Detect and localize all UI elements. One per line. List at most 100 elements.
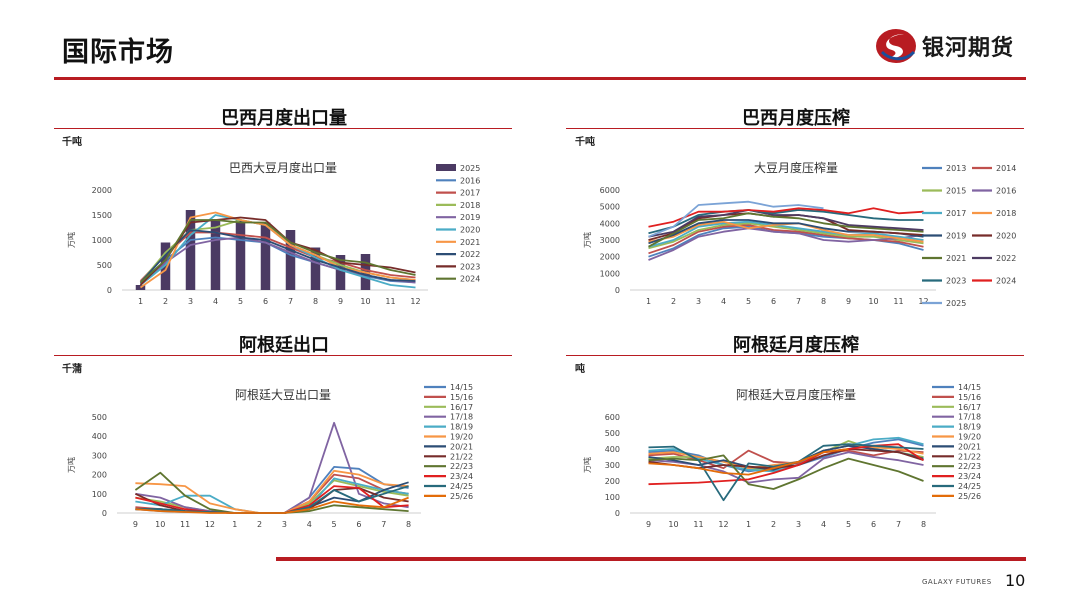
legend-label: 23/24: [450, 472, 473, 481]
legend-label: 2025: [946, 299, 966, 308]
series-line: [648, 227, 924, 261]
y-tick-label: 300: [605, 461, 620, 470]
series-line: [135, 496, 409, 514]
section-title-argentina-crush: 阿根廷月度压榨: [733, 335, 859, 356]
x-tick-label: 9: [646, 520, 651, 529]
x-tick-label: 6: [356, 520, 361, 529]
series-line: [648, 448, 849, 476]
y-tick-label: 6000: [600, 186, 620, 195]
footer-brand: GALAXY FUTURES: [922, 578, 992, 586]
legend-label: 2014: [996, 164, 1016, 173]
legend-label: 2022: [996, 254, 1016, 263]
x-tick-label: 12: [718, 520, 728, 529]
legend-label: 19/20: [450, 433, 473, 442]
x-tick-label: 9: [338, 297, 343, 306]
y-tick-label: 2000: [92, 186, 112, 195]
x-tick-label: 10: [155, 520, 165, 529]
y-axis-label: 万吨: [66, 457, 76, 473]
legend-label: 2019: [946, 232, 966, 241]
legend-label: 17/18: [958, 413, 981, 422]
unit-label: 千吨: [62, 137, 82, 148]
legend-label: 24/25: [958, 482, 981, 491]
x-tick-label: 11: [180, 520, 190, 529]
section-title-brazil-crush: 巴西月度压榨: [742, 108, 850, 129]
bar: [185, 210, 196, 290]
series-line: [135, 487, 409, 514]
legend-label: 2016: [996, 187, 1016, 196]
x-tick-label: 11: [893, 297, 903, 306]
y-tick-label: 600: [605, 413, 620, 422]
y-axis-label: 万吨: [582, 232, 592, 248]
legend-label: 2020: [460, 226, 480, 235]
y-tick-label: 0: [615, 286, 620, 295]
x-tick-label: 4: [821, 520, 826, 529]
y-tick-label: 4000: [600, 219, 620, 228]
x-tick-label: 5: [746, 297, 751, 306]
legend-label: 24/25: [450, 482, 473, 491]
legend-label: 2025: [460, 164, 480, 173]
y-tick-label: 100: [92, 490, 107, 499]
x-tick-label: 12: [918, 297, 928, 306]
y-axis-label: 万吨: [582, 457, 592, 473]
legend-label: 2018: [996, 209, 1016, 218]
chart-title: 大豆月度压榨量: [754, 160, 838, 175]
unit-label: 吨: [575, 364, 585, 375]
y-tick-label: 5000: [600, 203, 620, 212]
legend-label: 2015: [946, 187, 966, 196]
y-tick-label: 200: [92, 471, 107, 480]
section-rule: [566, 355, 1024, 356]
legend-label: 21/22: [958, 452, 981, 461]
series-line: [139, 236, 416, 285]
section-title-brazil-export: 巴西月度出口量: [221, 108, 347, 129]
section-rule: [54, 355, 512, 356]
logo-text: 银河期货: [922, 36, 1015, 61]
legend-label: 25/26: [450, 492, 473, 501]
legend-label: 21/22: [450, 452, 473, 461]
series-line: [139, 231, 416, 282]
x-tick-label: 7: [288, 297, 293, 306]
legend-label: 2020: [996, 232, 1016, 241]
x-tick-label: 2: [163, 297, 168, 306]
x-tick-label: 4: [213, 297, 218, 306]
bar: [260, 222, 271, 290]
legend-label: 2018: [460, 201, 480, 210]
bar: [310, 247, 321, 290]
x-tick-label: 3: [188, 297, 193, 306]
series-line: [648, 207, 924, 228]
unit-label: 千吨: [575, 137, 595, 148]
legend-label: 19/20: [958, 433, 981, 442]
y-axis-label: 万吨: [66, 232, 76, 248]
y-tick-label: 0: [615, 509, 620, 518]
section-rule: [54, 128, 512, 129]
bar: [335, 255, 346, 290]
x-tick-label: 11: [693, 520, 703, 529]
series-line: [139, 229, 416, 284]
legend-label: 16/17: [450, 403, 473, 412]
y-tick-label: 400: [92, 432, 107, 441]
x-tick-label: 3: [796, 520, 801, 529]
y-tick-label: 1000: [600, 269, 620, 278]
y-tick-label: 500: [92, 413, 107, 422]
x-tick-label: 10: [360, 297, 370, 306]
legend-label: 16/17: [958, 403, 981, 412]
x-tick-label: 5: [846, 520, 851, 529]
x-tick-label: 6: [263, 297, 268, 306]
x-tick-label: 12: [205, 520, 215, 529]
y-tick-label: 0: [102, 509, 107, 518]
x-tick-label: 2: [771, 520, 776, 529]
y-tick-label: 0: [107, 286, 112, 295]
galaxy-logo-icon: [876, 29, 916, 63]
legend-swatch: [436, 164, 456, 171]
series-line: [648, 222, 924, 250]
x-tick-label: 2: [671, 297, 676, 306]
y-tick-label: 100: [605, 493, 620, 502]
x-tick-label: 6: [771, 297, 776, 306]
footer-rule: [276, 557, 1026, 561]
chart-title: 阿根廷大豆月度压榨量: [736, 387, 856, 402]
x-tick-label: 7: [381, 520, 386, 529]
series-line: [648, 209, 924, 238]
x-tick-label: 1: [138, 297, 143, 306]
x-tick-label: 8: [313, 297, 318, 306]
